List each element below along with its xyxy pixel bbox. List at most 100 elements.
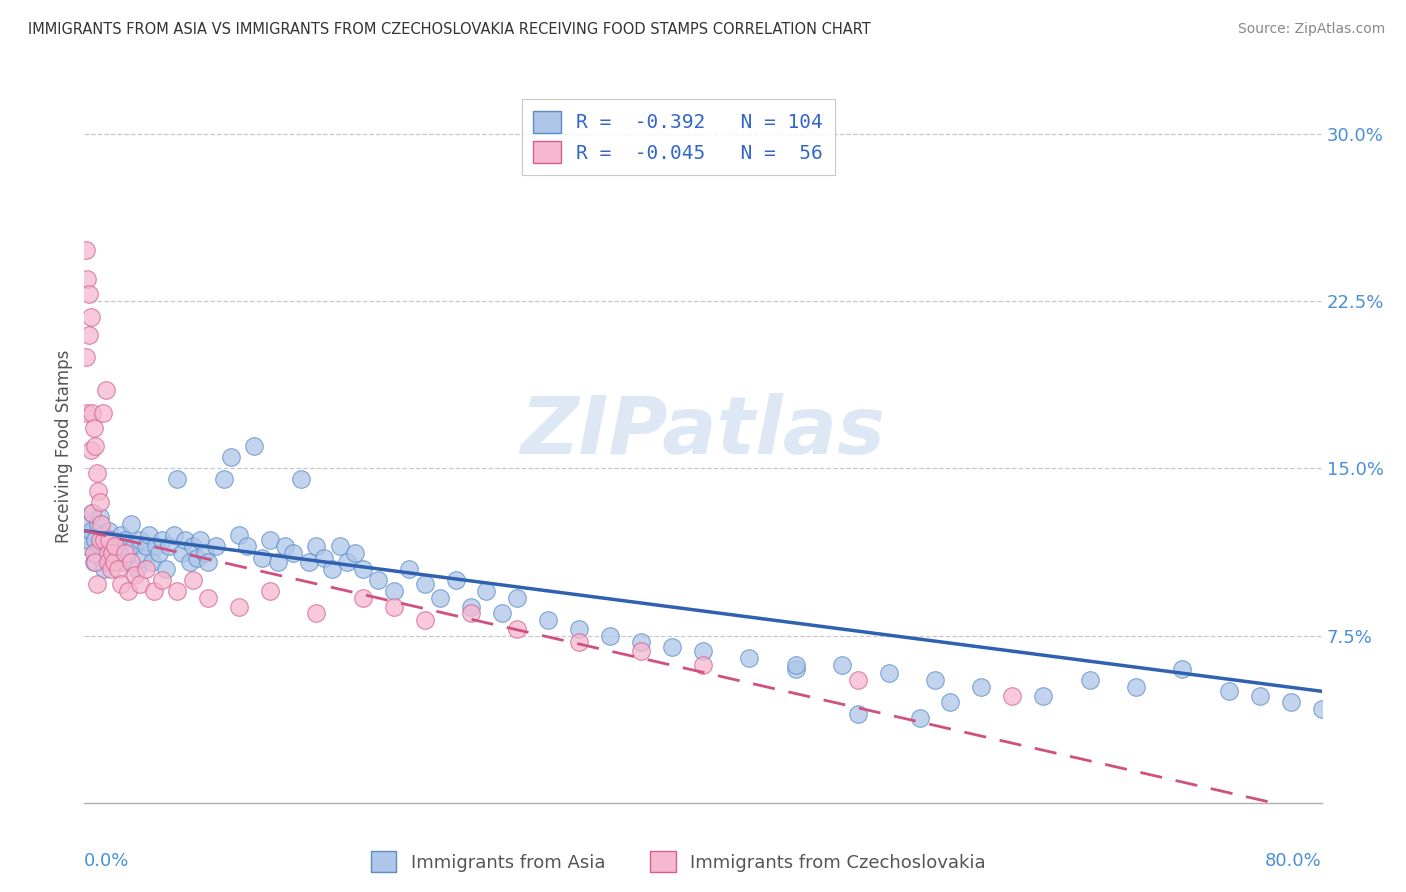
Point [77, 517, 100, 532]
Point [90, 550, 112, 565]
Point [877, 666, 900, 681]
Point [179, 555, 201, 569]
Point [77, 327, 100, 342]
Point [124, 568, 146, 582]
Point [96, 546, 118, 560]
Point [1032, 689, 1054, 703]
Point [96, 555, 118, 569]
Point [506, 622, 529, 636]
Point [86, 546, 108, 560]
Point [166, 583, 188, 598]
Point [205, 539, 228, 553]
Point [568, 622, 591, 636]
Point [568, 635, 591, 649]
Point [460, 599, 482, 614]
Point [75, 350, 97, 364]
Point [94, 384, 117, 398]
Point [831, 657, 853, 672]
Point [76, 271, 98, 285]
Point [93, 533, 115, 547]
Point [328, 539, 352, 553]
Point [413, 613, 436, 627]
Point [305, 539, 328, 553]
Point [129, 533, 152, 547]
Point [197, 591, 219, 605]
Point [104, 539, 127, 553]
Point [846, 673, 869, 687]
Point [86, 577, 108, 591]
Point [84, 533, 107, 547]
Point [84, 439, 107, 453]
Point [159, 539, 180, 553]
Point [343, 546, 366, 560]
Point [129, 577, 152, 591]
Point [413, 577, 436, 591]
Point [82, 506, 104, 520]
Point [103, 546, 125, 560]
Point [100, 562, 122, 576]
Point [103, 555, 125, 569]
Point [96, 539, 118, 553]
Point [75, 528, 97, 542]
Point [166, 473, 188, 487]
Point [312, 550, 335, 565]
Point [352, 562, 374, 576]
Point [188, 533, 211, 547]
Point [138, 528, 160, 542]
Point [429, 591, 451, 605]
Point [86, 466, 108, 480]
Point [738, 651, 761, 665]
Point [460, 607, 482, 621]
Point [939, 696, 962, 710]
Point [599, 628, 621, 642]
Point [107, 562, 129, 576]
Point [112, 555, 135, 569]
Point [181, 573, 204, 587]
Point [181, 539, 204, 553]
Point [924, 673, 946, 687]
Point [76, 539, 98, 553]
Point [76, 405, 98, 420]
Point [91, 528, 114, 542]
Point [290, 473, 312, 487]
Point [82, 405, 104, 420]
Point [194, 546, 217, 560]
Point [101, 533, 124, 547]
Point [1001, 689, 1024, 703]
Point [382, 599, 405, 614]
Point [83, 546, 105, 560]
Point [212, 473, 235, 487]
Point [661, 640, 683, 654]
Point [692, 657, 714, 672]
Point [537, 613, 560, 627]
Point [846, 706, 869, 721]
Y-axis label: Receiving Food Stamps: Receiving Food Stamps [55, 350, 73, 542]
Point [132, 550, 155, 565]
Point [150, 573, 173, 587]
Legend: Immigrants from Asia, Immigrants from Czechoslovakia: Immigrants from Asia, Immigrants from Cz… [364, 844, 993, 880]
Point [89, 533, 111, 547]
Point [141, 555, 163, 569]
Point [297, 555, 319, 569]
Point [174, 533, 197, 547]
Point [1310, 702, 1333, 716]
Point [367, 573, 389, 587]
Point [235, 539, 259, 553]
Point [107, 550, 129, 565]
Point [125, 562, 148, 576]
Point [143, 583, 166, 598]
Point [228, 528, 250, 542]
Point [506, 591, 529, 605]
Point [163, 528, 186, 542]
Point [274, 539, 297, 553]
Point [250, 550, 273, 565]
Point [77, 287, 100, 301]
Point [104, 539, 127, 553]
Point [267, 555, 290, 569]
Point [83, 555, 105, 569]
Point [79, 310, 101, 324]
Point [89, 510, 111, 524]
Point [94, 533, 117, 547]
Point [114, 533, 136, 547]
Point [1279, 696, 1302, 710]
